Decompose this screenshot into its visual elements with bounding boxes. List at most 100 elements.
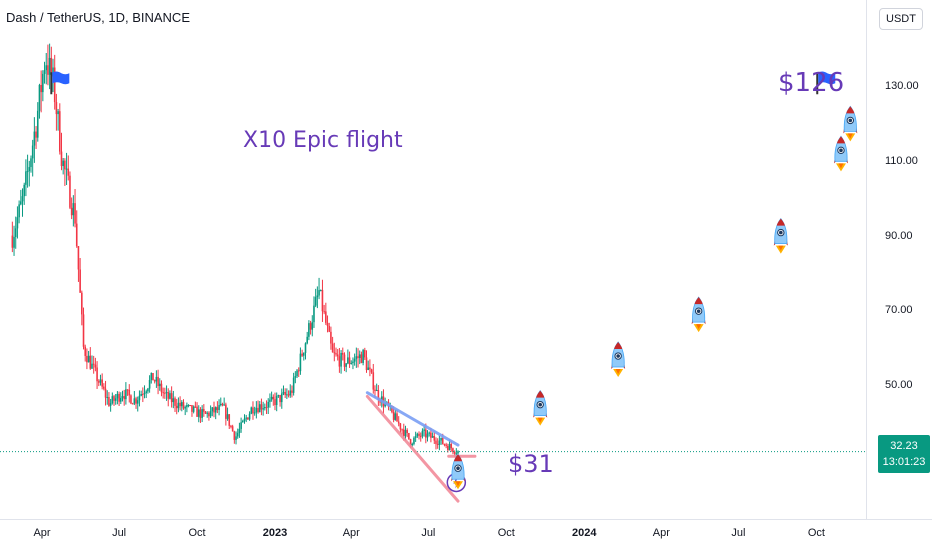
candle-body bbox=[267, 401, 270, 408]
candle-body bbox=[297, 370, 300, 372]
candle-body bbox=[42, 73, 44, 93]
candle-body bbox=[113, 396, 115, 401]
candle-body bbox=[441, 437, 444, 445]
candle-body bbox=[452, 448, 454, 452]
candle-body bbox=[103, 386, 105, 389]
candle-body bbox=[118, 393, 120, 402]
candle-body bbox=[128, 389, 131, 396]
candle-body bbox=[338, 356, 341, 367]
candle-body bbox=[272, 396, 275, 400]
candle-body bbox=[374, 389, 376, 391]
candle-body bbox=[116, 393, 119, 399]
candle-body bbox=[353, 358, 356, 362]
candle-body bbox=[294, 376, 297, 378]
candle-body bbox=[152, 373, 154, 381]
candle-body bbox=[147, 388, 149, 392]
x-tick-label: Apr bbox=[33, 527, 51, 539]
candle-body bbox=[138, 395, 141, 401]
candle-body bbox=[209, 411, 212, 417]
candle-body bbox=[431, 436, 434, 438]
candle-body bbox=[411, 443, 414, 446]
candle-body bbox=[194, 406, 197, 408]
x-tick-label: Jul bbox=[731, 527, 746, 539]
candle-body bbox=[362, 349, 364, 363]
time-axis[interactable] bbox=[0, 519, 932, 520]
candle-body bbox=[425, 429, 427, 438]
candle-body bbox=[391, 405, 393, 413]
y-tick-label: 110.00 bbox=[885, 154, 918, 167]
candle-body bbox=[28, 167, 31, 172]
candle-body bbox=[177, 402, 180, 409]
candle-body bbox=[413, 437, 415, 444]
currency-button[interactable]: USDT bbox=[879, 8, 923, 30]
candle-body bbox=[296, 370, 298, 377]
candle-body bbox=[121, 396, 124, 398]
x-tick-label: Apr bbox=[342, 527, 360, 539]
candle-body bbox=[184, 407, 186, 409]
candle-body bbox=[81, 292, 83, 315]
candle-body bbox=[221, 403, 224, 406]
candle-body bbox=[279, 395, 281, 403]
candle-body bbox=[333, 352, 336, 354]
candle-body bbox=[50, 57, 53, 77]
last-price: 32.23 bbox=[890, 440, 918, 452]
candle-body bbox=[187, 405, 190, 407]
candle-body bbox=[135, 398, 137, 404]
candle-body bbox=[238, 428, 241, 433]
candle-body bbox=[196, 406, 198, 417]
candle-body bbox=[64, 160, 66, 170]
candle-body bbox=[162, 392, 164, 394]
rocket-icon bbox=[773, 217, 788, 254]
candle-body bbox=[172, 398, 175, 403]
candle-body bbox=[62, 160, 64, 167]
candle-body bbox=[277, 395, 280, 397]
candle-body bbox=[233, 431, 236, 440]
candle-body bbox=[408, 432, 410, 440]
candle-body bbox=[457, 451, 459, 454]
candle-body bbox=[189, 405, 192, 407]
candle-body bbox=[245, 417, 247, 419]
candle-body bbox=[341, 352, 344, 355]
candle-body bbox=[109, 403, 112, 406]
candle-body bbox=[75, 223, 78, 247]
x-tick-label: Jul bbox=[421, 527, 436, 539]
candle-body bbox=[160, 383, 163, 393]
candle-body bbox=[396, 413, 398, 422]
y-tick-label: 130.00 bbox=[885, 80, 919, 92]
candle-body bbox=[335, 353, 337, 355]
candle-body bbox=[91, 363, 93, 369]
candle-body bbox=[53, 67, 56, 103]
x-tick-label: Oct bbox=[497, 527, 515, 539]
x-tick-label: 2023 bbox=[262, 527, 288, 539]
candle-body bbox=[358, 354, 361, 358]
candle-body bbox=[314, 297, 317, 306]
candle-body bbox=[330, 331, 332, 344]
candle-body bbox=[377, 389, 380, 400]
candle-body bbox=[421, 430, 424, 437]
candle-body bbox=[35, 131, 37, 138]
candle-body bbox=[82, 314, 85, 347]
candle-body bbox=[38, 84, 41, 111]
candle-body bbox=[197, 409, 200, 417]
candle-body bbox=[318, 290, 320, 296]
candle-body bbox=[89, 355, 92, 369]
candle-body bbox=[123, 396, 125, 400]
price-axis[interactable] bbox=[866, 0, 867, 520]
candle-body bbox=[436, 443, 439, 445]
candle-body bbox=[203, 409, 205, 412]
candle-body bbox=[243, 418, 246, 421]
candle-body bbox=[211, 407, 214, 412]
rocket-icon bbox=[833, 135, 848, 172]
candle-body bbox=[145, 391, 148, 394]
candle-body bbox=[226, 414, 229, 419]
rocket-icon bbox=[451, 453, 466, 490]
candle-body bbox=[428, 432, 431, 434]
candle-body bbox=[299, 353, 302, 372]
candle-body bbox=[108, 397, 110, 406]
candle-body bbox=[65, 168, 68, 170]
x-tick-label: Oct bbox=[807, 527, 825, 539]
candle-body bbox=[182, 402, 185, 409]
candle-body bbox=[30, 158, 32, 168]
candle-body bbox=[18, 204, 20, 218]
